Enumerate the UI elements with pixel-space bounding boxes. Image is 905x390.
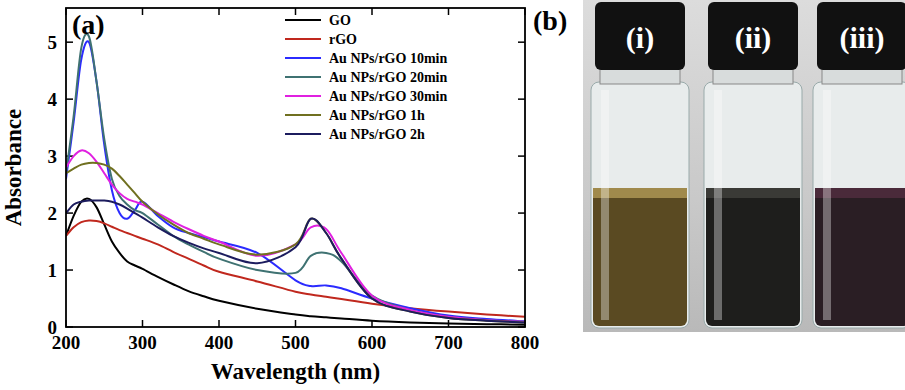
panel-label: (a) bbox=[72, 9, 105, 40]
legend-swatch bbox=[285, 133, 321, 135]
y-tick bbox=[518, 269, 525, 271]
series-line bbox=[66, 220, 525, 316]
series-line bbox=[66, 150, 525, 322]
x-tick bbox=[218, 8, 220, 15]
vial-glass bbox=[813, 82, 905, 328]
legend-label: Au NPs/rGO 1h bbox=[329, 108, 425, 123]
x-tick bbox=[142, 320, 144, 327]
legend-swatch bbox=[285, 19, 321, 21]
legend-label: rGO bbox=[329, 32, 357, 47]
vial-label: (ii) bbox=[735, 21, 772, 55]
y-tick bbox=[66, 98, 73, 100]
y-tick-label: 3 bbox=[48, 146, 58, 167]
legend-swatch bbox=[285, 38, 321, 40]
y-tick bbox=[518, 41, 525, 43]
y-tick bbox=[66, 41, 73, 43]
legend-swatch bbox=[285, 57, 321, 59]
panel-label: (b) bbox=[533, 5, 567, 36]
x-tick bbox=[142, 8, 144, 15]
vial-neck bbox=[600, 68, 680, 84]
vial-label: (iii) bbox=[840, 21, 885, 55]
vial-highlight bbox=[714, 90, 722, 320]
legend-label: Au NPs/rGO 30min bbox=[329, 89, 447, 104]
vial-glass bbox=[591, 82, 689, 328]
series-line bbox=[66, 200, 525, 322]
x-tick-label: 600 bbox=[358, 332, 387, 353]
vial-cap bbox=[708, 2, 798, 70]
vial-highlight bbox=[823, 90, 831, 320]
vial-cap bbox=[817, 2, 905, 70]
y-tick bbox=[518, 155, 525, 157]
x-tick-label: 800 bbox=[511, 332, 540, 353]
x-tick bbox=[295, 8, 297, 15]
legend-label: Au NPs/rGO 10min bbox=[329, 51, 447, 66]
plot-frame bbox=[66, 8, 525, 327]
y-tick-label: 5 bbox=[48, 32, 58, 53]
legend-label: GO bbox=[329, 13, 351, 28]
y-tick-label: 4 bbox=[48, 89, 58, 110]
x-tick-label: 300 bbox=[128, 332, 157, 353]
series-line bbox=[66, 163, 525, 323]
y-axis-label: Absorbance bbox=[1, 109, 26, 227]
y-tick-label: 2 bbox=[48, 203, 58, 224]
series-line bbox=[66, 41, 525, 321]
y-tick bbox=[518, 212, 525, 214]
x-tick-label: 700 bbox=[434, 332, 463, 353]
legend-label: Au NPs/rGO 2h bbox=[329, 127, 425, 142]
legend-label: Au NPs/rGO 20min bbox=[329, 70, 447, 85]
vial-label: (i) bbox=[626, 21, 654, 55]
vial-highlight bbox=[601, 90, 609, 320]
figure: 200300400500600700800012345(a)Wavelength… bbox=[0, 0, 905, 390]
y-tick bbox=[66, 269, 73, 271]
x-tick-label: 400 bbox=[205, 332, 234, 353]
y-tick bbox=[518, 98, 525, 100]
x-axis-label: Wavelength (nm) bbox=[211, 359, 380, 384]
series-line bbox=[66, 34, 525, 322]
series-group bbox=[66, 34, 525, 325]
legend-swatch bbox=[285, 114, 321, 116]
vial-cap bbox=[595, 2, 685, 70]
legend-swatch bbox=[285, 76, 321, 78]
x-tick-label: 500 bbox=[281, 332, 310, 353]
vial-neck bbox=[713, 68, 793, 84]
x-tick bbox=[448, 8, 450, 15]
x-tick bbox=[218, 320, 220, 327]
legend-swatch bbox=[285, 95, 321, 97]
x-tick bbox=[371, 8, 373, 15]
vial-neck bbox=[822, 68, 902, 84]
series-line bbox=[66, 198, 525, 324]
vial-glass bbox=[704, 82, 802, 328]
x-tick bbox=[295, 320, 297, 327]
y-tick-label: 0 bbox=[48, 317, 58, 338]
y-tick-label: 1 bbox=[48, 260, 58, 281]
